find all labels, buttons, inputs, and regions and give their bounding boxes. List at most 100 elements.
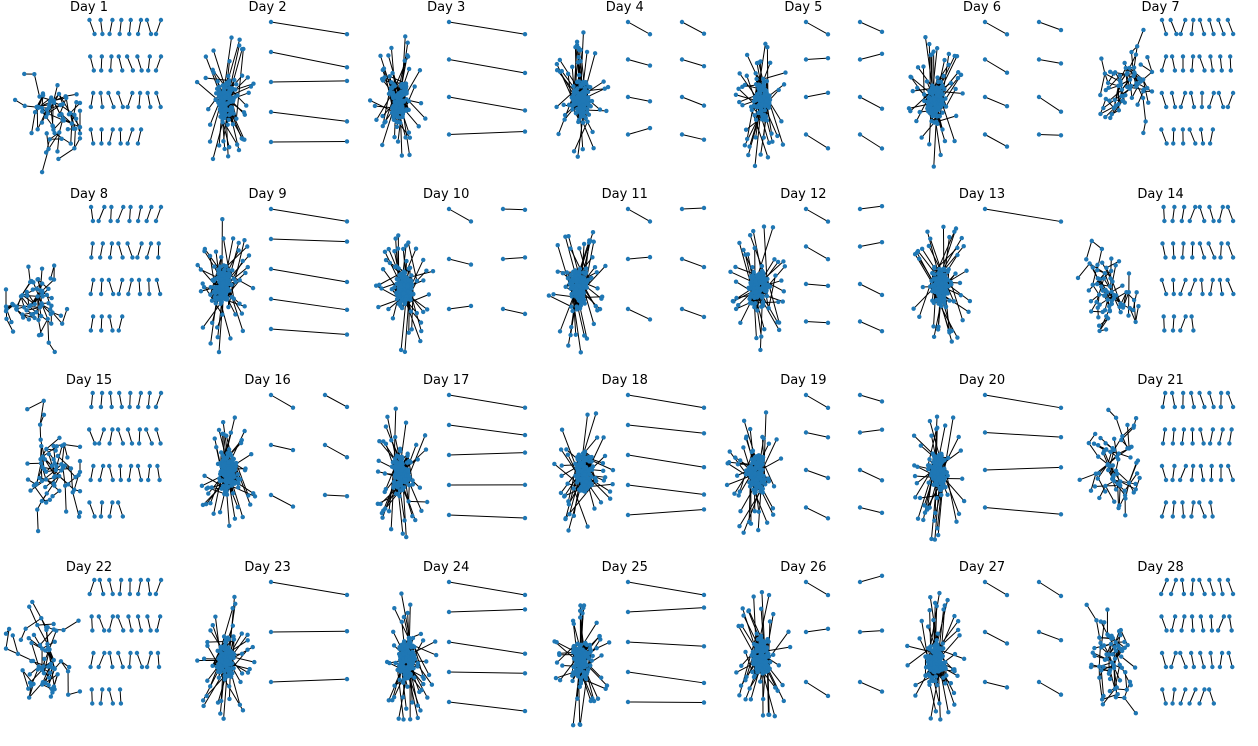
graph-edge	[73, 474, 80, 490]
graph-node	[753, 289, 759, 294]
graph-node	[65, 455, 70, 460]
graph-node	[1171, 291, 1176, 296]
graph-node	[1117, 300, 1123, 306]
graph-node	[406, 277, 412, 283]
graph-node	[915, 65, 921, 70]
graph-edge	[270, 238, 347, 242]
graph-edge	[137, 129, 142, 144]
graph-node	[9, 319, 14, 324]
graph-node	[603, 108, 609, 114]
graph-node	[625, 94, 630, 100]
graph-node	[964, 268, 969, 273]
graph-node	[22, 71, 27, 77]
graph-node	[581, 81, 586, 87]
graph-node	[1169, 90, 1174, 96]
graph-node	[35, 507, 40, 512]
graph-edge	[1111, 280, 1121, 304]
graph-node	[147, 54, 152, 59]
graph-node	[1131, 73, 1136, 79]
graph-node	[47, 102, 52, 107]
graph-node	[389, 91, 395, 96]
graph-node	[59, 320, 65, 326]
graph-node	[1189, 68, 1194, 73]
graph-node	[1108, 255, 1114, 261]
graph-node	[932, 264, 937, 269]
graph-node	[751, 294, 757, 299]
graph-node	[679, 57, 684, 62]
graph-node	[368, 98, 373, 103]
graph-node	[1086, 287, 1091, 293]
graph-node	[390, 315, 396, 320]
graph-node	[584, 49, 590, 55]
graph-node	[1096, 292, 1101, 297]
graph-node	[222, 146, 227, 152]
graph-edge	[99, 242, 104, 258]
graph-node	[1201, 68, 1207, 73]
graph-node	[393, 100, 399, 105]
graph-node	[421, 309, 426, 314]
graph-node	[70, 490, 75, 495]
graph-node	[826, 90, 831, 95]
graph-node	[783, 263, 788, 268]
graph-node	[760, 275, 766, 280]
graph-node	[1131, 65, 1136, 70]
graph-edge	[681, 308, 704, 317]
graph-edge	[449, 96, 526, 111]
graph-node	[99, 390, 105, 396]
graph-node	[826, 256, 831, 261]
graph-node	[153, 404, 159, 410]
graph-node	[119, 277, 125, 282]
graph-node	[949, 281, 954, 286]
graph-node	[38, 457, 43, 462]
graph-node	[396, 232, 401, 238]
graph-node	[383, 119, 388, 124]
graph-node	[35, 528, 41, 534]
graph-node	[398, 303, 403, 308]
graph-node	[39, 105, 45, 111]
graph-node	[765, 276, 770, 281]
graph-node	[1217, 277, 1222, 282]
graph-node	[1179, 254, 1185, 260]
graph-node	[1129, 95, 1134, 101]
graph-edge	[270, 268, 347, 282]
graph-node	[209, 298, 214, 303]
graph-node	[234, 142, 239, 147]
graph-node	[74, 92, 79, 97]
graph-node	[1109, 112, 1114, 117]
graph-edge	[760, 103, 770, 155]
graph-node	[562, 233, 568, 239]
day-panel: Day 13	[893, 187, 1071, 373]
graph-node	[89, 254, 94, 260]
graph-node	[218, 254, 224, 259]
graph-node	[737, 240, 743, 245]
graph-node	[747, 144, 753, 149]
graph-node	[74, 100, 79, 105]
graph-node	[226, 78, 232, 83]
graph-node	[573, 286, 579, 291]
graph-edge	[404, 86, 416, 111]
graph-node	[43, 477, 49, 482]
graph-node	[752, 304, 757, 309]
graph-node	[380, 142, 385, 148]
graph-node	[1192, 204, 1198, 209]
graph-node	[127, 404, 132, 410]
graph-node	[145, 90, 150, 96]
graph-node	[1138, 62, 1143, 67]
graph-node	[736, 302, 741, 307]
graph-node	[1219, 291, 1224, 296]
graph-node	[1103, 265, 1109, 270]
graph-node	[1230, 254, 1235, 260]
graph-node	[109, 204, 114, 209]
graph-node	[99, 141, 104, 146]
graph-node	[215, 334, 220, 339]
graph-node	[940, 92, 946, 97]
graph-node	[1163, 31, 1168, 37]
graph-edge	[1162, 315, 1165, 331]
graph-node	[585, 89, 591, 95]
graph-node	[90, 313, 96, 319]
graph-node	[1159, 240, 1165, 246]
graph-node	[408, 290, 413, 295]
graph-edge	[39, 268, 43, 290]
graph-node	[389, 45, 394, 51]
graph-node	[43, 500, 49, 505]
